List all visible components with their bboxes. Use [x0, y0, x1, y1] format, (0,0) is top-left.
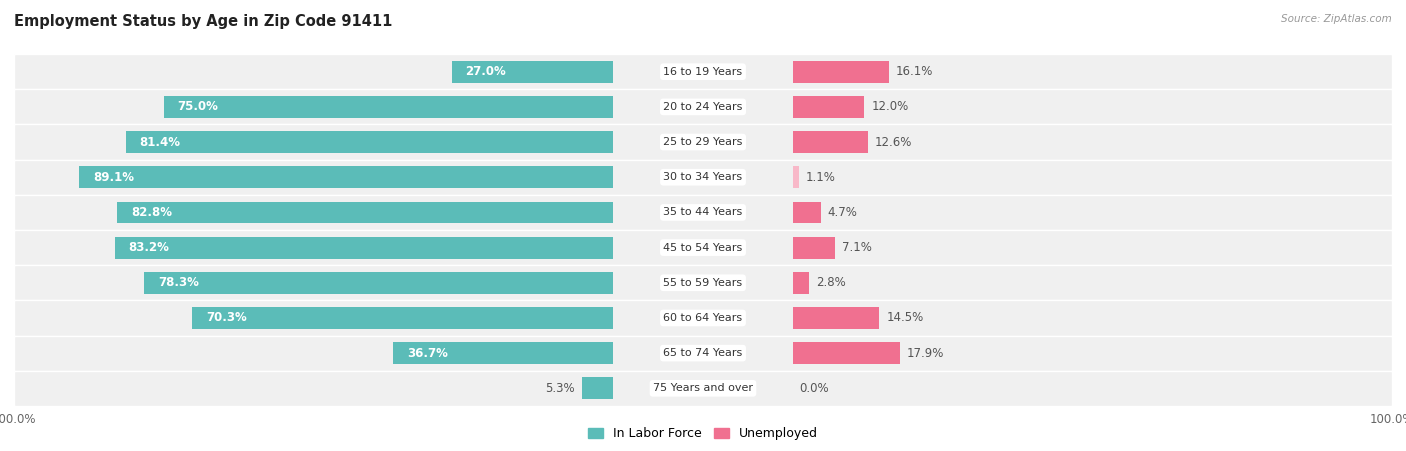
Text: 17.9%: 17.9% — [907, 347, 943, 359]
Bar — [193, 307, 613, 329]
Bar — [793, 237, 835, 258]
Text: 75 Years and over: 75 Years and over — [652, 383, 754, 393]
Text: 7.1%: 7.1% — [842, 241, 872, 254]
Legend: In Labor Force, Unemployed: In Labor Force, Unemployed — [583, 423, 823, 446]
Text: 30 to 34 Years: 30 to 34 Years — [664, 172, 742, 182]
Bar — [793, 202, 821, 223]
Text: 83.2%: 83.2% — [128, 241, 169, 254]
Bar — [14, 230, 1392, 265]
Bar — [14, 124, 1392, 160]
Bar — [793, 272, 810, 294]
Bar — [125, 131, 613, 153]
Bar — [793, 166, 799, 188]
Bar — [14, 54, 1392, 89]
Text: 75.0%: 75.0% — [177, 101, 218, 113]
Bar — [394, 342, 613, 364]
Text: 12.6%: 12.6% — [875, 136, 912, 148]
Text: 60 to 64 Years: 60 to 64 Years — [664, 313, 742, 323]
Text: 89.1%: 89.1% — [93, 171, 134, 184]
Text: Employment Status by Age in Zip Code 91411: Employment Status by Age in Zip Code 914… — [14, 14, 392, 28]
Bar — [14, 300, 1392, 336]
Text: 20 to 24 Years: 20 to 24 Years — [664, 102, 742, 112]
Text: Source: ZipAtlas.com: Source: ZipAtlas.com — [1281, 14, 1392, 23]
Text: 78.3%: 78.3% — [157, 276, 198, 289]
Bar — [14, 160, 1392, 195]
Bar — [145, 272, 613, 294]
Text: 14.5%: 14.5% — [886, 312, 924, 324]
Bar — [14, 371, 1392, 406]
Text: 1.1%: 1.1% — [806, 171, 837, 184]
Text: 35 to 44 Years: 35 to 44 Years — [664, 207, 742, 217]
Bar — [793, 96, 865, 118]
Bar — [79, 166, 613, 188]
Text: 5.3%: 5.3% — [546, 382, 575, 395]
Bar — [117, 202, 613, 223]
Bar — [14, 195, 1392, 230]
Text: 0.0%: 0.0% — [800, 382, 830, 395]
Bar — [793, 61, 889, 83]
Bar — [451, 61, 613, 83]
Bar — [793, 307, 880, 329]
Bar — [14, 265, 1392, 300]
Bar — [793, 131, 868, 153]
Text: 65 to 74 Years: 65 to 74 Years — [664, 348, 742, 358]
Text: 55 to 59 Years: 55 to 59 Years — [664, 278, 742, 288]
Bar — [582, 377, 613, 399]
Text: 82.8%: 82.8% — [131, 206, 172, 219]
Text: 16.1%: 16.1% — [896, 65, 934, 78]
Text: 36.7%: 36.7% — [408, 347, 449, 359]
Bar — [165, 96, 613, 118]
Text: 70.3%: 70.3% — [205, 312, 246, 324]
Text: 45 to 54 Years: 45 to 54 Years — [664, 243, 742, 253]
Text: 4.7%: 4.7% — [828, 206, 858, 219]
Text: 27.0%: 27.0% — [465, 65, 506, 78]
Bar — [14, 336, 1392, 371]
Text: 12.0%: 12.0% — [872, 101, 908, 113]
Text: 25 to 29 Years: 25 to 29 Years — [664, 137, 742, 147]
Bar — [793, 342, 900, 364]
Bar — [14, 89, 1392, 124]
Text: 81.4%: 81.4% — [139, 136, 180, 148]
Text: 2.8%: 2.8% — [817, 276, 846, 289]
Text: 16 to 19 Years: 16 to 19 Years — [664, 67, 742, 77]
Bar — [115, 237, 613, 258]
